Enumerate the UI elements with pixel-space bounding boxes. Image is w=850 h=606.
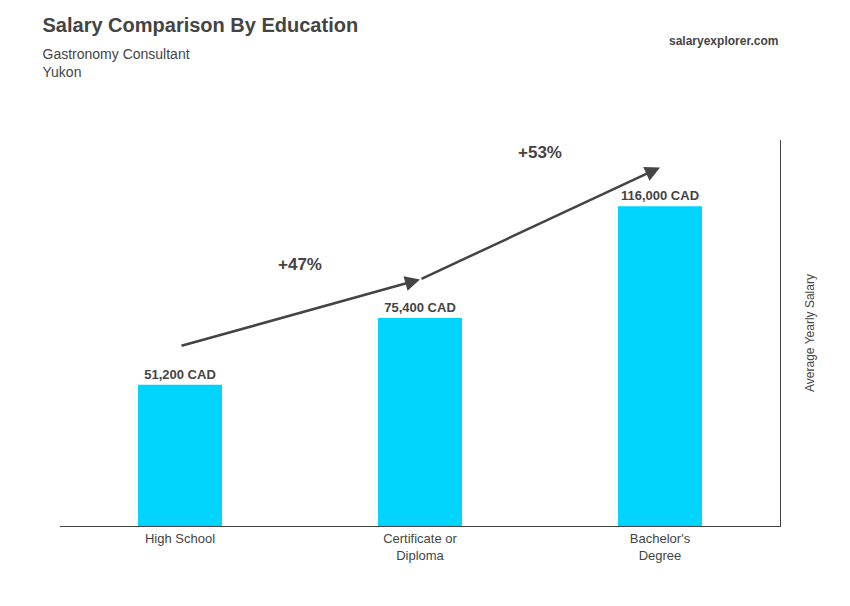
svg-text:Certificate orDiploma: Certificate orDiploma xyxy=(383,531,457,563)
svg-text:High School: High School xyxy=(145,531,215,546)
svg-text:Salary Comparison By Education: Salary Comparison By Education xyxy=(43,14,359,36)
svg-text:Bachelor'sDegree: Bachelor'sDegree xyxy=(630,531,691,563)
svg-text:51,200 CAD: 51,200 CAD xyxy=(144,367,216,382)
svg-text:salaryexplorer.com: salaryexplorer.com xyxy=(669,34,778,48)
svg-text:+47%: +47% xyxy=(278,255,322,274)
svg-text:Gastronomy ConsultantYukon: Gastronomy ConsultantYukon xyxy=(43,46,190,80)
svg-text:Average Yearly Salary: Average Yearly Salary xyxy=(803,274,817,392)
svg-text:116,000 CAD: 116,000 CAD xyxy=(621,188,699,203)
svg-text:+53%: +53% xyxy=(518,143,562,162)
svg-text:75,400 CAD: 75,400 CAD xyxy=(384,300,456,315)
